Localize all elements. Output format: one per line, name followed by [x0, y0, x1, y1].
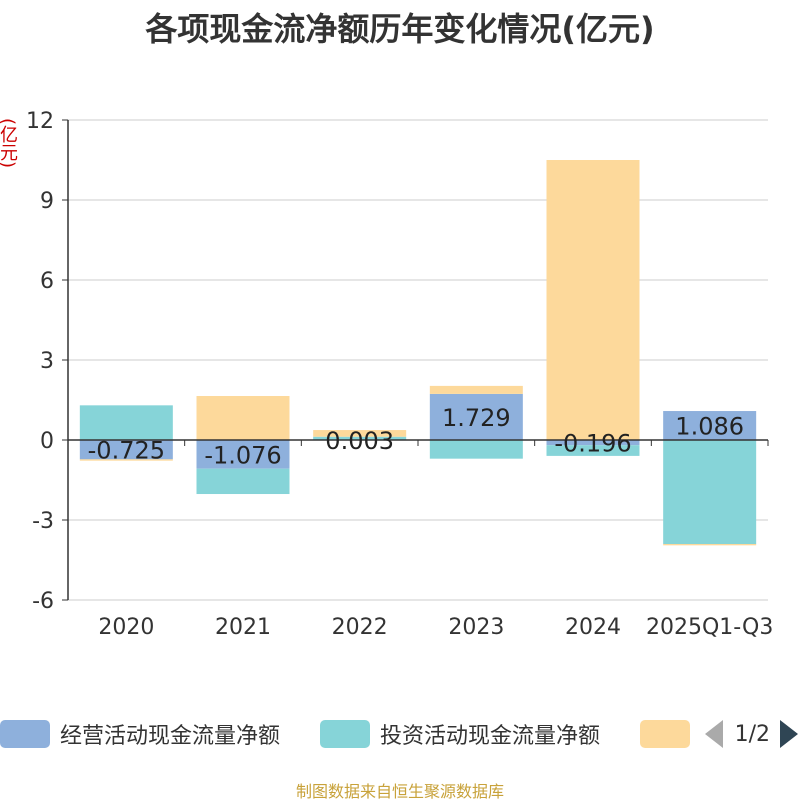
y-tick-label: 0: [40, 429, 54, 454]
data-label: 1.086: [675, 413, 744, 441]
y-axis-unit: (亿元): [0, 118, 18, 169]
bar-investing[interactable]: [196, 468, 290, 495]
legend: 经营活动现金流量净额 投资活动现金流量净额 1/2: [0, 716, 800, 756]
y-tick-label: 12: [26, 109, 54, 134]
data-label: 1.729: [442, 404, 511, 432]
bar-financing[interactable]: [196, 396, 290, 440]
data-label: -1.076: [204, 441, 281, 469]
bar-financing[interactable]: [429, 385, 523, 394]
x-tick-label: 2021: [215, 615, 271, 640]
legend-swatch-operating: [0, 720, 50, 748]
legend-item-investing[interactable]: 投资活动现金流量净额: [320, 716, 600, 752]
bar-chart: 12 9 6 3 0 -3 -6 -0.725 -1.076 0.003 1.729 -0.196 1.…: [26, 109, 773, 640]
legend-item-financing[interactable]: [640, 716, 690, 752]
bar-operating[interactable]: [196, 440, 290, 469]
bar-operating[interactable]: [663, 411, 757, 440]
prev-page-icon[interactable]: [704, 720, 723, 748]
y-tick-label: -6: [32, 589, 54, 614]
bar-financing[interactable]: [79, 459, 173, 461]
x-tick-label: 2020: [98, 615, 154, 640]
next-page-icon[interactable]: [780, 720, 798, 748]
x-tick-label: 2023: [448, 615, 504, 640]
y-tick-label: 6: [40, 269, 54, 294]
bar-operating[interactable]: [429, 393, 523, 440]
legend-swatch-investing: [320, 720, 370, 748]
legend-pager: 1/2: [704, 716, 798, 752]
bar-financing[interactable]: [663, 544, 757, 546]
x-tick-label: 2024: [565, 615, 621, 640]
x-tick-label: 2025Q1-Q3: [646, 615, 773, 640]
data-label: -0.196: [554, 430, 631, 458]
bar-operating[interactable]: [546, 440, 640, 446]
bar-operating[interactable]: [79, 440, 173, 460]
bar-investing[interactable]: [663, 440, 757, 544]
y-tick-label: 3: [40, 349, 54, 374]
y-tick-label: 9: [40, 189, 54, 214]
legend-page-indicator: 1/2: [734, 721, 770, 747]
legend-swatch-financing: [640, 720, 690, 748]
data-label: 0.003: [325, 427, 394, 455]
bar-investing[interactable]: [79, 405, 173, 440]
legend-label-investing: 投资活动现金流量净额: [380, 724, 601, 749]
chart-title: 各项现金流净额历年变化情况(亿元): [145, 10, 655, 48]
bar-investing[interactable]: [546, 445, 640, 456]
x-tick-label: 2022: [332, 615, 388, 640]
data-source-note: 制图数据来自恒生聚源数据库: [295, 782, 504, 801]
bar-financing[interactable]: [546, 160, 640, 440]
data-label: -0.725: [88, 437, 165, 465]
legend-item-operating[interactable]: 经营活动现金流量净额: [0, 716, 280, 752]
bar-financing[interactable]: [313, 430, 407, 437]
bar-investing[interactable]: [313, 436, 407, 440]
y-tick-label: -3: [32, 509, 54, 534]
legend-label-operating: 经营活动现金流量净额: [60, 724, 281, 749]
bar-investing[interactable]: [429, 440, 523, 459]
